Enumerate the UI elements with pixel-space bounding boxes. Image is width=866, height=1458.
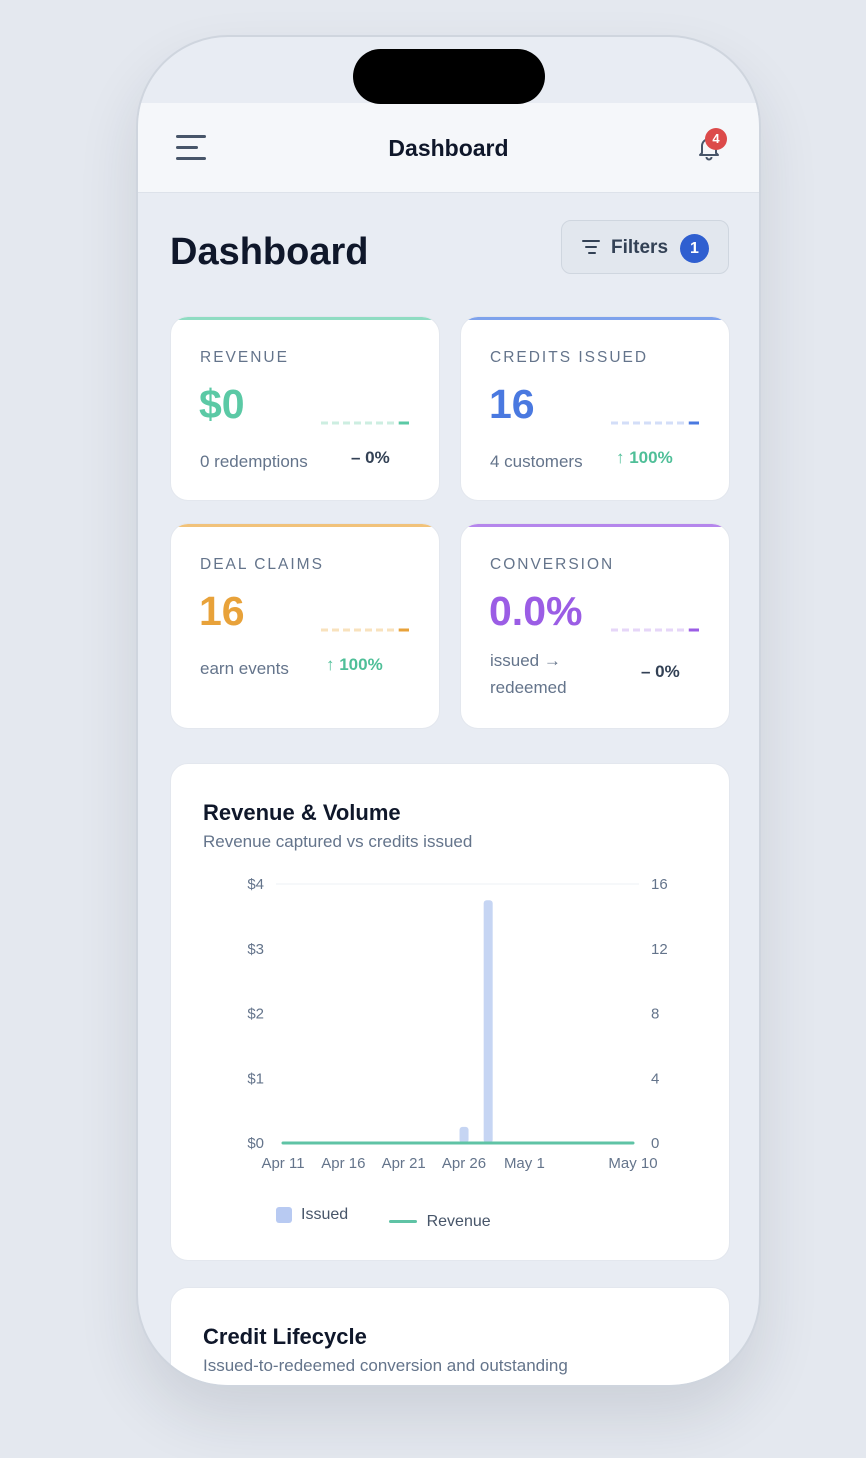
panel-subtitle: Issued-to-redeemed conversion and outsta… [203, 1356, 568, 1375]
legend-swatch-revenue [388, 1220, 417, 1223]
legend-item-revenue[interactable]: Revenue [388, 1212, 491, 1231]
conversion-card[interactable]: CONVERSION 0.0% issued → redeemed – 0% [460, 523, 730, 729]
hamburger-menu-icon[interactable] [176, 135, 206, 161]
revenue-sparkline [321, 421, 409, 425]
filters-button[interactable]: Filters 1 [561, 220, 729, 274]
revenue-volume-chart: $0 $1 $2 $3 $4 0 4 8 12 16 Apr 11 Apr 16 Apr 21 Apr 2… [247, 876, 668, 1172]
camera-notch [353, 49, 545, 104]
filters-label: Filters [611, 237, 669, 258]
credits-sparkline [611, 421, 699, 425]
y-left-tick-label: $0 [247, 1135, 264, 1152]
filter-lines-icon [582, 239, 600, 255]
card-delta: – 0% [351, 448, 390, 467]
card-subtext: 0 redemptions [200, 452, 308, 471]
panel-subtitle: Revenue captured vs credits issued [203, 832, 473, 851]
card-accent [171, 524, 439, 527]
y-right-tick-label: 0 [651, 1135, 659, 1152]
revenue-card[interactable]: REVENUE $0 0 redemptions – 0% [170, 316, 440, 501]
card-subtext: 4 customers [490, 452, 583, 471]
card-label: REVENUE [200, 349, 289, 366]
y-left-tick-label: $1 [247, 1070, 264, 1087]
conversion-sparkline [611, 628, 699, 632]
x-tick-label: May 1 [504, 1155, 545, 1172]
deal-claims-card[interactable]: DEAL CLAIMS 16 earn events ↑ 100% [170, 523, 440, 729]
card-accent [171, 317, 439, 320]
app-bar: Dashboard 4 [138, 103, 759, 193]
card-value: 16 [489, 381, 535, 427]
legend-label-issued: Issued [301, 1206, 349, 1223]
card-label: DEAL CLAIMS [200, 556, 324, 573]
claims-sparkline [321, 628, 409, 632]
card-delta: ↑ 100% [326, 655, 383, 674]
card-label: CONVERSION [490, 556, 615, 573]
card-value: 0.0% [489, 588, 583, 634]
x-tick-label: Apr 11 [261, 1155, 304, 1172]
filters-count-badge: 1 [680, 234, 709, 263]
card-accent [461, 317, 729, 320]
y-right-tick-label: 12 [651, 941, 668, 958]
card-value: $0 [199, 381, 245, 427]
card-delta: – 0% [641, 662, 680, 681]
y-left-tick-label: $2 [247, 1006, 264, 1023]
card-accent [461, 524, 729, 527]
chart-legend: Issued Revenue [276, 1206, 527, 1231]
y-right-tick-label: 4 [651, 1070, 659, 1087]
card-delta: ↑ 100% [616, 448, 673, 467]
card-label: CREDITS ISSUED [490, 349, 649, 366]
y-right-tick-label: 16 [651, 876, 668, 893]
page-title: Dashboard [170, 231, 369, 273]
issued-bar [483, 900, 493, 1143]
x-tick-label: Apr 21 [382, 1155, 426, 1172]
legend-swatch-issued [276, 1207, 292, 1223]
x-tick-label: Apr 16 [321, 1155, 365, 1172]
issued-bar [459, 1126, 469, 1143]
y-left-tick-label: $3 [247, 941, 264, 958]
x-tick-label: Apr 26 [442, 1155, 486, 1172]
app-bar-title: Dashboard [388, 135, 509, 161]
phone-frame: Dashboard 4 Dashboard Filters 1 REVENUE … [136, 35, 761, 1387]
legend-label-revenue: Revenue [426, 1212, 491, 1230]
card-value: 16 [199, 588, 245, 634]
card-subtext: earn events [200, 659, 289, 678]
credit-lifecycle-panel: Credit Lifecycle Issued-to-redeemed conv… [170, 1287, 730, 1385]
panel-title: Credit Lifecycle [203, 1324, 367, 1349]
y-left-tick-label: $4 [247, 876, 264, 893]
notification-badge: 4 [705, 128, 727, 150]
legend-item-issued[interactable]: Issued [276, 1206, 348, 1224]
card-subtext: issued → redeemed [490, 651, 567, 697]
y-right-tick-label: 8 [651, 1006, 659, 1023]
x-tick-label: May 10 [608, 1155, 657, 1172]
revenue-volume-panel: Revenue & Volume Revenue captured vs cre… [170, 763, 730, 1261]
credits-issued-card[interactable]: CREDITS ISSUED 16 4 customers ↑ 100% [460, 316, 730, 501]
panel-title: Revenue & Volume [203, 800, 401, 825]
